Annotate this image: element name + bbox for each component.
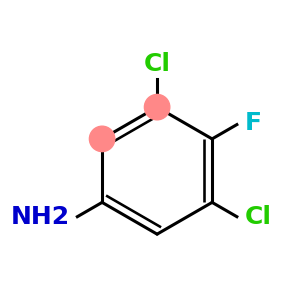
Text: Cl: Cl: [245, 205, 272, 229]
Circle shape: [144, 94, 170, 120]
Circle shape: [89, 126, 115, 152]
Text: NH2: NH2: [10, 205, 69, 229]
Text: F: F: [245, 111, 262, 135]
Text: Cl: Cl: [144, 52, 171, 76]
